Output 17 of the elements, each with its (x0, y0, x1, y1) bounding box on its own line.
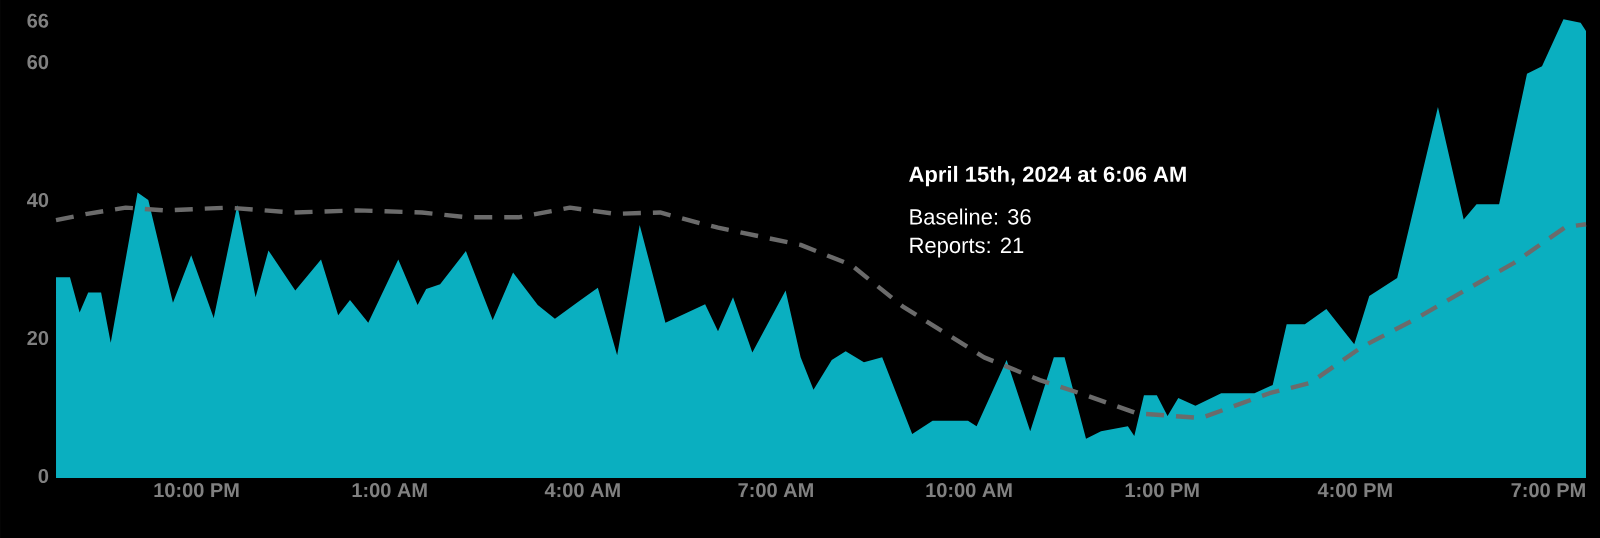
x-tick-label: 10:00 AM (926, 483, 1012, 498)
y-tick-label: 40 (27, 192, 49, 208)
annotation: April 15th, 2024 at 6:06 AM (909, 165, 1186, 187)
x-tick-label: 1:00 PM (1125, 483, 1199, 498)
x-tick-label: 1:00 AM (352, 483, 427, 498)
annotation: Reports: 21 (910, 237, 1024, 258)
x-tick-label: 10:00 PM (154, 483, 239, 498)
x-tick-label: 7:00 PM (1511, 483, 1585, 498)
annotation: Baseline: 36 (910, 208, 1031, 225)
y-tick-label: 20 (27, 330, 49, 346)
y-tick-label: 0 (38, 468, 49, 484)
x-tick-label: 4:00 PM (1317, 483, 1392, 498)
line-series (53, 205, 1589, 421)
y-tick-label: 60 (27, 55, 49, 70)
x-tick-label: 4:00 AM (544, 483, 620, 498)
x-tick-label: 7:00 AM (738, 483, 813, 498)
y-tick-label: 66 (27, 13, 49, 28)
